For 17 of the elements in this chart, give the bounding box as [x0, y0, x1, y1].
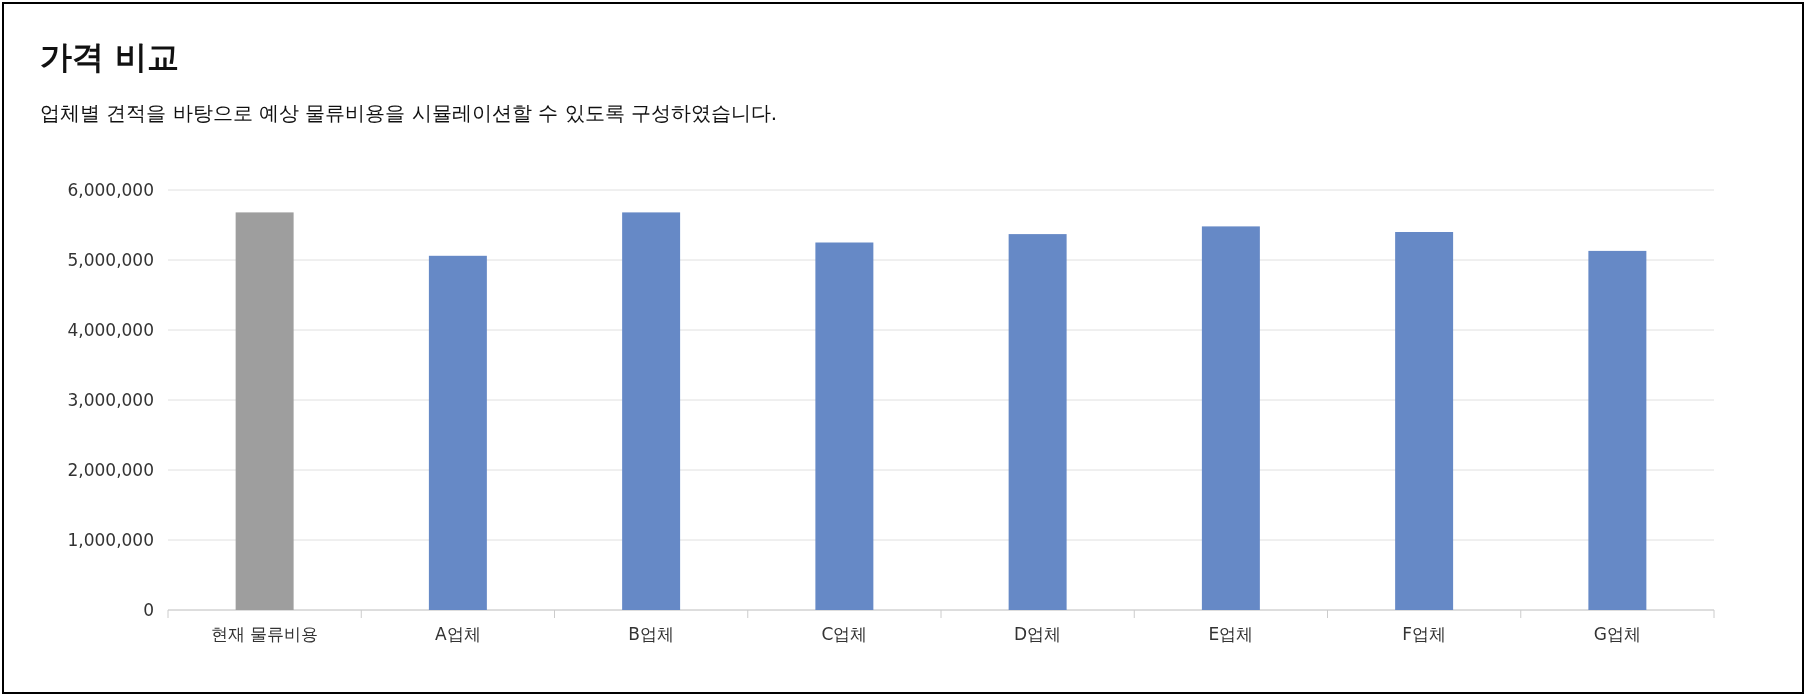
x-tick-label: B업체 [628, 624, 674, 644]
x-tick-label: F업체 [1402, 624, 1447, 644]
x-tick-label: A업체 [435, 624, 481, 644]
y-tick-label: 4,000,000 [67, 320, 154, 340]
x-tick-label: 현재 물류비용 [210, 624, 319, 644]
x-tick-label: E업체 [1208, 624, 1254, 644]
x-tick-label: D업체 [1014, 624, 1062, 644]
y-tick-label: 0 [143, 600, 154, 620]
x-tick-label: G업체 [1593, 624, 1641, 644]
title: 가격 비교 [40, 37, 180, 78]
subtitle: 업체별 견적을 바탕으로 예상 물류비용을 시뮬레이션할 수 있도록 구성하였습니다. [40, 100, 778, 127]
x-tick-label: C업체 [821, 624, 868, 644]
y-tick-label: 1,000,000 [67, 530, 154, 550]
y-tick-label: 2,000,000 [67, 460, 154, 480]
y-tick-label: 5,000,000 [67, 250, 154, 270]
y-tick-label: 3,000,000 [67, 390, 154, 410]
y-tick-label: 6,000,000 [67, 180, 154, 200]
